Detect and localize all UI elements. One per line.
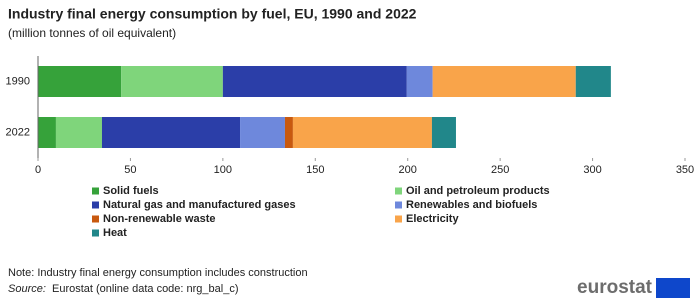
- source-label: Source:: [8, 283, 46, 295]
- bar-segment: [575, 66, 611, 97]
- x-tick-label: 200: [399, 164, 417, 176]
- source: Eurostat (online data code: nrg_bal_c): [52, 283, 239, 295]
- bar-segment: [240, 117, 285, 148]
- bar-segment: [38, 117, 56, 148]
- x-tick-label: 350: [676, 164, 694, 176]
- y-tick-label: 1990: [6, 75, 30, 87]
- y-tick-label: 2022: [6, 126, 30, 138]
- x-tick-label: 50: [124, 164, 136, 176]
- logo-flag: [656, 278, 690, 298]
- bar-segment: [121, 66, 223, 97]
- legend-swatch: [92, 187, 99, 195]
- bar-segment: [406, 66, 433, 97]
- bar-segment: [284, 117, 293, 148]
- x-tick-label: 100: [214, 164, 232, 176]
- legend-label: Renewables and biofuels: [406, 199, 537, 211]
- logo-text: eurostat: [577, 277, 653, 298]
- bar-segment: [432, 66, 576, 97]
- legend-label: Oil and petroleum products: [406, 185, 550, 197]
- legend-swatch: [395, 187, 402, 195]
- legend-label: Solid fuels: [103, 185, 159, 197]
- bar-segment: [222, 66, 407, 97]
- bar-segment: [431, 117, 456, 148]
- legend-swatch: [92, 215, 99, 223]
- bar-segment: [55, 117, 102, 148]
- chart-title: Industry final energy consumption by fue…: [8, 6, 417, 22]
- bar-segment: [38, 66, 122, 97]
- x-tick-label: 250: [491, 164, 509, 176]
- bar-segment: [101, 117, 241, 148]
- bar-segment: [292, 117, 432, 148]
- note: Note: Industry final energy consumption …: [8, 267, 308, 279]
- legend-swatch: [92, 201, 99, 209]
- legend-swatch: [92, 229, 99, 237]
- x-tick-label: 150: [306, 164, 324, 176]
- chart-subtitle: (million tonnes of oil equivalent): [8, 26, 176, 40]
- legend-swatch: [395, 215, 402, 223]
- legend-label: Non-renewable waste: [103, 213, 215, 225]
- legend-label: Heat: [103, 227, 127, 239]
- legend-swatch: [395, 201, 402, 209]
- legend-label: Natural gas and manufactured gases: [103, 199, 296, 211]
- x-tick-label: 0: [35, 164, 41, 176]
- legend-label: Electricity: [406, 213, 459, 225]
- x-tick-label: 300: [583, 164, 601, 176]
